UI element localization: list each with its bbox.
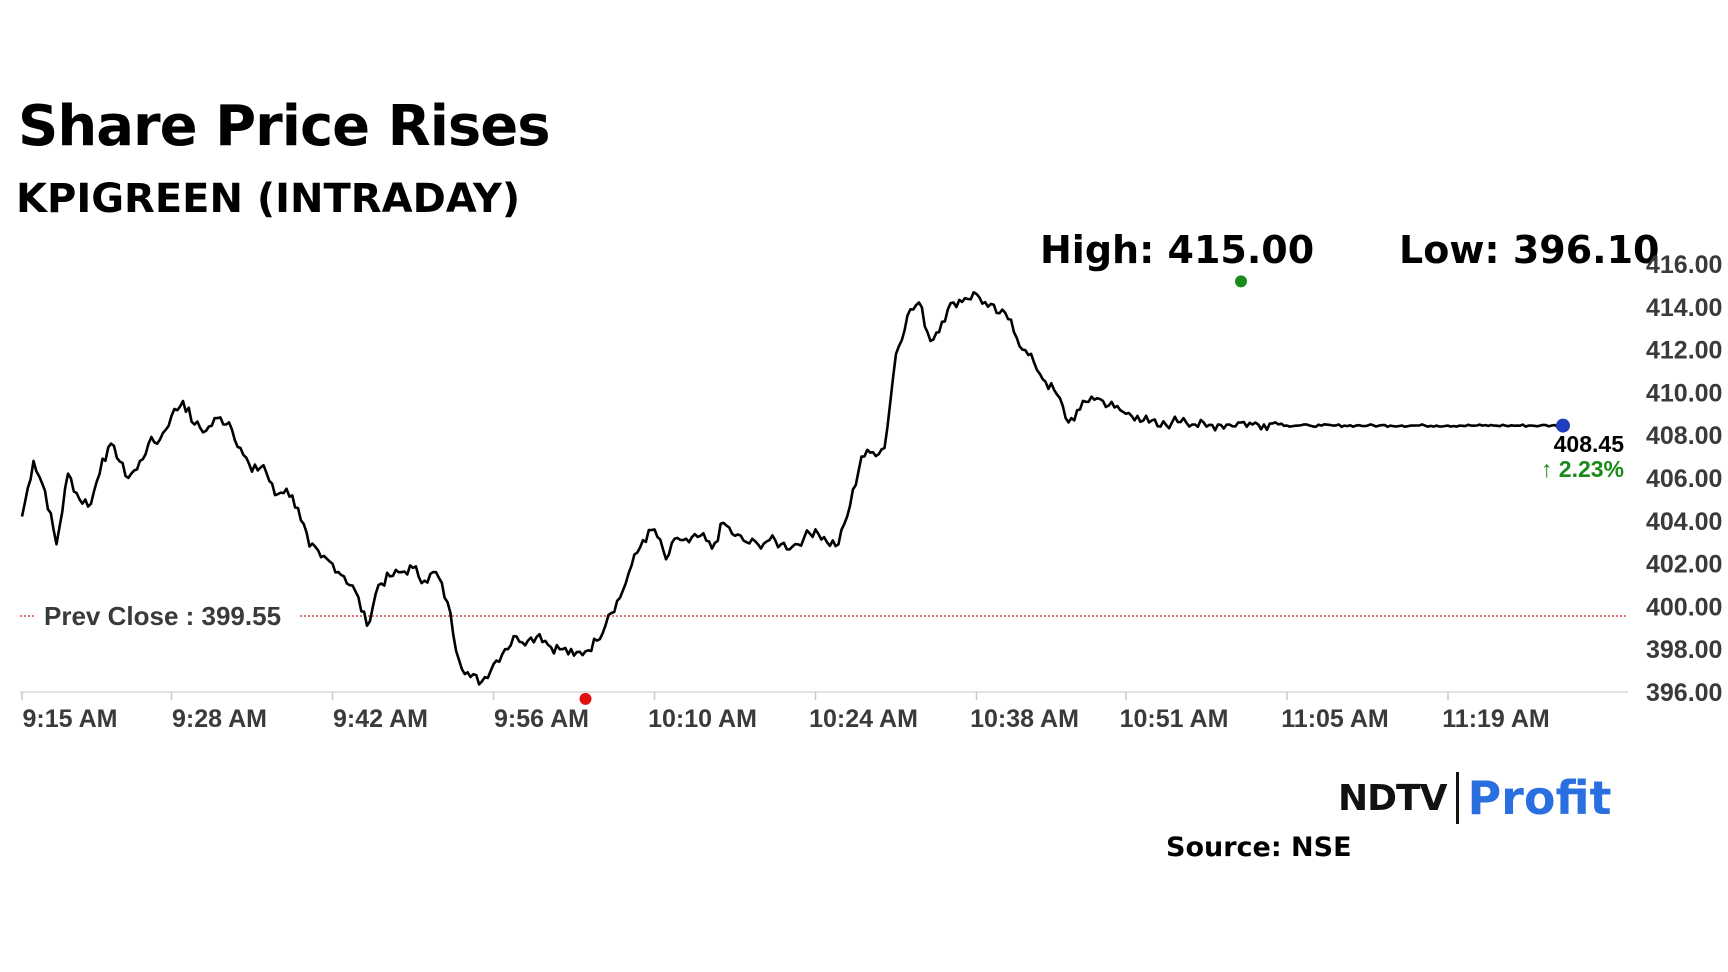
x-tick-label: 11:05 AM bbox=[1281, 705, 1388, 733]
x-tick-label: 10:51 AM bbox=[1120, 705, 1229, 733]
x-tick-label: 10:10 AM bbox=[648, 705, 757, 733]
high-label: High: 415.00 bbox=[1040, 228, 1315, 272]
low-marker bbox=[579, 692, 592, 705]
y-tick-label: 398.00 bbox=[1646, 636, 1722, 664]
x-axis-ticks: 9:15 AM 9:28 AM 9:42 AM 9:56 AM 10:10 AM 10:2… bbox=[21, 692, 1550, 733]
x-tick-label: 9:15 AM bbox=[23, 705, 118, 733]
x-tick-label: 9:56 AM bbox=[494, 705, 589, 733]
y-tick-label: 402.00 bbox=[1646, 551, 1722, 579]
y-tick-label: 400.00 bbox=[1646, 593, 1722, 621]
y-tick-label: 410.00 bbox=[1646, 379, 1722, 407]
price-change-label: ↑ 2.23% bbox=[1541, 456, 1624, 482]
y-tick-label: 414.00 bbox=[1646, 294, 1722, 322]
price-series-line bbox=[20, 291, 1564, 686]
last-price-label: 408.45 bbox=[1554, 431, 1625, 457]
y-axis-ticks: 416.00 414.00 412.00 410.00 408.00 406.00 404.… bbox=[1646, 251, 1722, 707]
logo-divider bbox=[1456, 772, 1460, 824]
price-change-value: 2.23% bbox=[1559, 456, 1624, 482]
chart-title: Share Price Rises bbox=[18, 94, 551, 159]
y-tick-label: 412.00 bbox=[1646, 337, 1722, 365]
x-tick-label: 9:28 AM bbox=[172, 705, 267, 733]
logo-profit-text: Profit bbox=[1467, 771, 1612, 825]
x-tick-label: 11:19 AM bbox=[1442, 705, 1549, 733]
y-tick-label: 404.00 bbox=[1646, 508, 1722, 536]
up-arrow-icon: ↑ bbox=[1541, 456, 1559, 482]
y-tick-label: 408.00 bbox=[1646, 422, 1722, 450]
logo-ndtv-text: NDTV bbox=[1338, 777, 1447, 819]
low-label: Low: 396.10 bbox=[1399, 228, 1660, 272]
ndtv-profit-logo: NDTV Profit bbox=[1338, 770, 1612, 826]
prev-close-label: Prev Close : 399.55 bbox=[44, 601, 281, 631]
prev-close-label-bg bbox=[36, 599, 300, 630]
source-label: Source: NSE bbox=[1166, 832, 1352, 863]
x-tick-label: 10:38 AM bbox=[970, 705, 1079, 733]
x-tick-label: 10:24 AM bbox=[809, 705, 918, 733]
y-tick-label: 416.00 bbox=[1646, 251, 1722, 279]
y-tick-label: 406.00 bbox=[1646, 465, 1722, 493]
high-marker bbox=[1235, 275, 1247, 288]
x-tick-label: 9:42 AM bbox=[333, 705, 428, 733]
chart-subtitle: KPIGREEN (INTRADAY) bbox=[16, 176, 521, 222]
last-price-marker bbox=[1556, 418, 1570, 433]
y-tick-label: 396.00 bbox=[1646, 679, 1722, 707]
